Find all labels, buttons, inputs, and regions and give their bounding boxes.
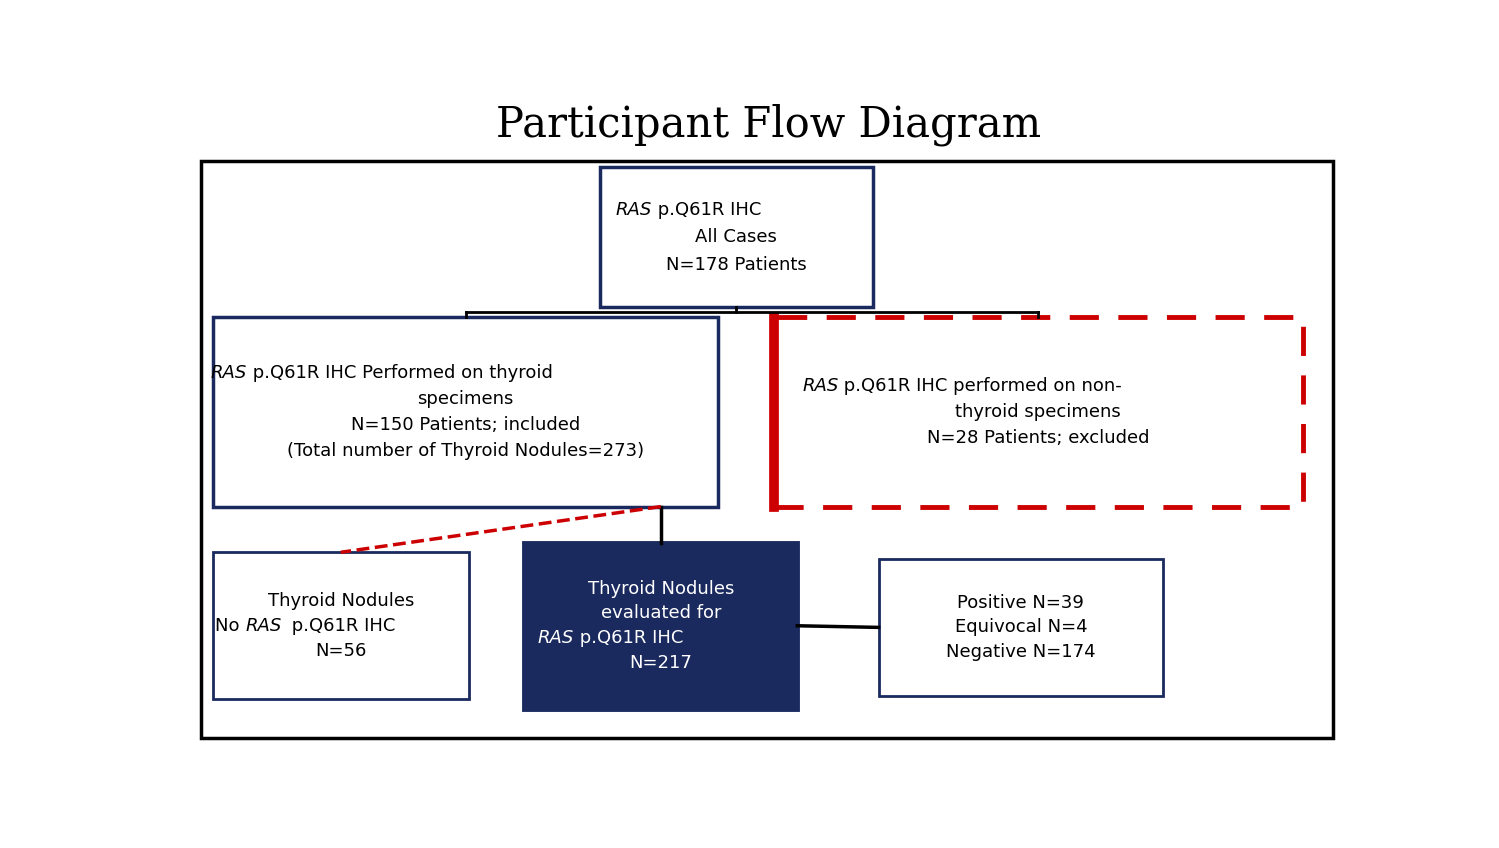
Bar — [525, 543, 797, 709]
Text: RAS: RAS — [802, 377, 838, 395]
Text: RAS: RAS — [211, 364, 247, 382]
Bar — [213, 552, 469, 700]
Text: p.Q61R IHC performed on non-: p.Q61R IHC performed on non- — [838, 377, 1123, 395]
Text: N=56: N=56 — [315, 642, 366, 660]
Text: Positive N=39: Positive N=39 — [958, 594, 1084, 611]
Text: (Total number of Thyroid Nodules=273): (Total number of Thyroid Nodules=273) — [286, 442, 645, 460]
Text: N=217: N=217 — [630, 654, 693, 672]
Bar — [201, 160, 1333, 739]
Text: Negative N=174: Negative N=174 — [946, 643, 1096, 661]
Text: Equivocal N=4: Equivocal N=4 — [955, 618, 1087, 636]
Text: N=28 Patients; excluded: N=28 Patients; excluded — [926, 429, 1150, 447]
Bar — [878, 559, 1163, 696]
Text: p.Q61R IHC: p.Q61R IHC — [574, 629, 684, 647]
Bar — [773, 317, 1303, 506]
Text: evaluated for: evaluated for — [601, 605, 721, 622]
Text: Thyroid Nodules: Thyroid Nodules — [588, 579, 735, 598]
Bar — [600, 167, 872, 308]
Text: RAS: RAS — [244, 616, 282, 635]
Text: No: No — [214, 616, 244, 635]
Text: All Cases: All Cases — [696, 228, 776, 246]
Text: p.Q61R IHC: p.Q61R IHC — [652, 201, 761, 219]
Text: Participant Flow Diagram: Participant Flow Diagram — [496, 103, 1040, 146]
Text: RAS: RAS — [616, 201, 652, 219]
Text: specimens: specimens — [417, 390, 514, 408]
Text: N=150 Patients; included: N=150 Patients; included — [351, 416, 580, 434]
Text: RAS: RAS — [538, 629, 574, 647]
Text: thyroid specimens: thyroid specimens — [955, 403, 1121, 421]
Text: p.Q61R IHC Performed on thyroid: p.Q61R IHC Performed on thyroid — [247, 364, 553, 382]
Text: N=178 Patients: N=178 Patients — [666, 256, 806, 274]
Bar — [213, 317, 718, 506]
Text: Thyroid Nodules: Thyroid Nodules — [267, 592, 414, 610]
Text: p.Q61R IHC: p.Q61R IHC — [286, 616, 396, 635]
